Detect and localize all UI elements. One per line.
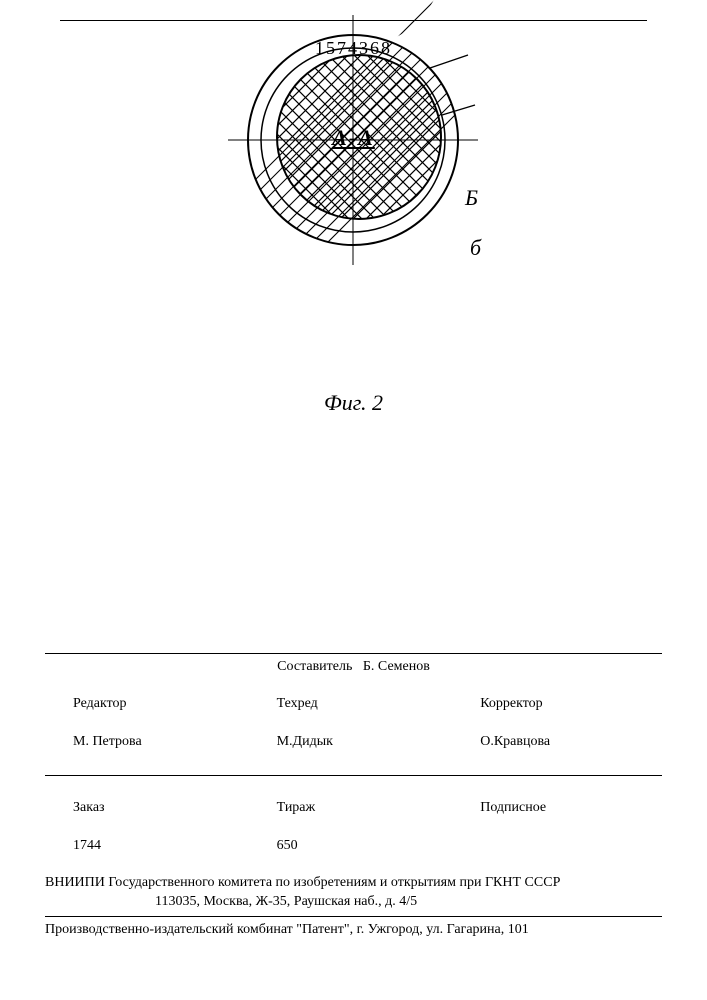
figure-caption: Фиг. 2 — [0, 390, 707, 416]
patent-number: 1574368 — [0, 38, 707, 59]
circ-label: Тираж — [277, 800, 316, 815]
compiler-label: Составитель — [277, 659, 352, 674]
circ-no: 650 — [277, 838, 298, 853]
rule — [45, 653, 662, 654]
techred-name: М.Дидык — [277, 734, 333, 749]
rule — [45, 916, 662, 917]
order-label: Заказ — [73, 800, 105, 815]
address-1: 113035, Москва, Ж-35, Раушская наб., д. … — [45, 893, 662, 912]
corrector-name: О.Кравцова — [480, 734, 550, 749]
org-line: ВНИИПИ Государственного комитета по изоб… — [45, 874, 662, 893]
compiler-name: Б. Семенов — [363, 659, 430, 674]
order-row: Заказ 1744 Тираж 650 Подписное — [45, 780, 662, 874]
editor-label: Редактор — [73, 696, 127, 711]
compiler-line: Составитель Б. Семенов — [45, 658, 662, 677]
callout-b-upper: Б — [465, 185, 478, 211]
callout-b-lower: б — [470, 235, 481, 261]
credits-row: Редактор М. Петрова Техред М.Дидык Корре… — [45, 676, 662, 770]
editor-name: М. Петрова — [73, 734, 142, 749]
footer-block: Составитель Б. Семенов Редактор М. Петро… — [45, 649, 662, 940]
top-rule — [60, 20, 647, 21]
corrector-label: Корректор — [480, 696, 542, 711]
order-no: 1744 — [73, 838, 101, 853]
rule — [45, 775, 662, 776]
address-2: Производственно-издательский комбинат "П… — [45, 921, 662, 940]
techred-label: Техред — [277, 696, 318, 711]
subscription: Подписное — [480, 800, 546, 815]
section-label: А-А — [0, 125, 707, 151]
page: 1574368 А-А — [0, 0, 707, 1000]
